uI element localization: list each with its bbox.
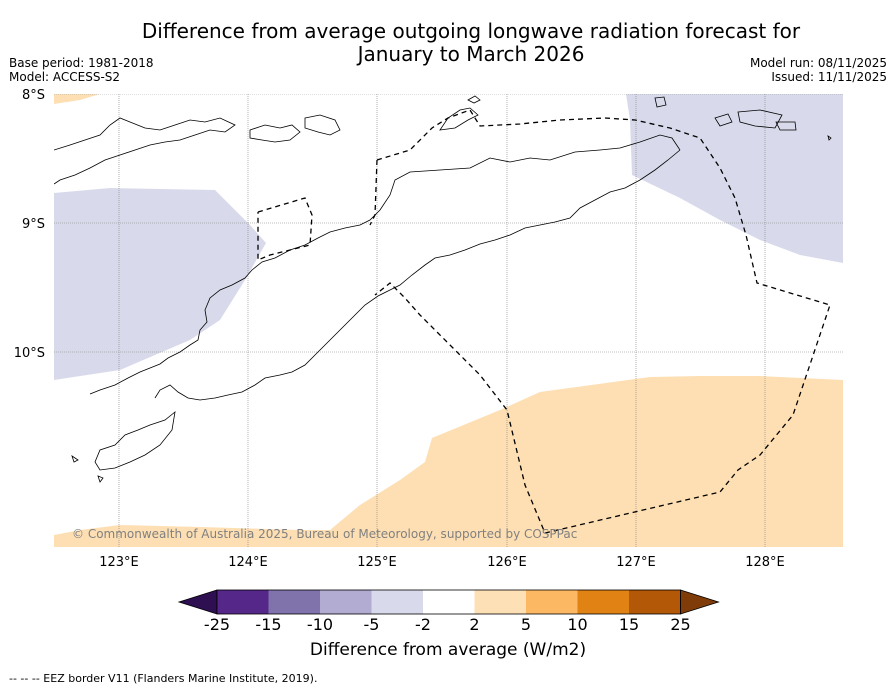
lon-label-127e: 127°E — [616, 555, 656, 570]
coastline-kisar — [467, 95, 481, 104]
colorbar-tick-label: -15 — [255, 615, 281, 634]
coastline-rote — [154, 384, 201, 401]
coastlines — [54, 95, 832, 483]
coastline-island-southwest — [94, 411, 176, 471]
colorbar-segment — [217, 590, 269, 614]
colorbar-segment — [320, 590, 372, 614]
colorbar: -25 -15 -10 -5 -2 2 5 10 15 25 — [177, 589, 720, 634]
coastline-island-ne-3 — [737, 109, 783, 129]
eez-line-oecusse — [257, 197, 313, 261]
title-line-2: January to March 2026 — [357, 42, 585, 66]
model-name: Model: ACCESS-S2 — [9, 70, 121, 84]
colorbar-segment — [423, 590, 475, 614]
colorbar-label: Difference from average (W/m2) — [309, 640, 587, 660]
map-area: © Commonwealth of Australia 2025, Bureau… — [54, 94, 843, 547]
issued-date: Issued: 11/11/2025 — [771, 70, 887, 84]
eez-line-enclave — [369, 159, 378, 226]
colorbar-tick-label: -2 — [415, 615, 431, 634]
colorbar-tick-label: -25 — [204, 615, 230, 634]
eez-border — [257, 109, 831, 534]
coastline-wetar — [439, 107, 479, 131]
colorbar-extend-low — [177, 589, 218, 615]
coastline-solor — [304, 114, 341, 136]
colorbar-segment — [474, 590, 526, 614]
lat-label-10s: 10°S — [14, 346, 45, 361]
lon-label-124e: 124°E — [228, 555, 268, 570]
eez-legend-note: -- -- -- EEZ border V11 (Flanders Marine… — [9, 672, 318, 685]
colorbar-segment — [268, 590, 320, 614]
colorbar-outline — [216, 589, 681, 615]
colorbar-segment — [629, 590, 681, 614]
gridlines — [54, 94, 843, 547]
lat-label-8s: 8°S — [22, 88, 45, 103]
coastline-timor — [89, 134, 681, 395]
colorbar-extend-high — [680, 589, 720, 615]
colorbar-tick-label: -5 — [364, 615, 380, 634]
coastline-small-isle-2 — [97, 475, 104, 483]
positive-anomaly-northwest-corner — [54, 94, 100, 104]
model-run: Model run: 08/11/2025 — [749, 56, 887, 70]
colorbar-segment — [371, 590, 423, 614]
coastline-island-ne-5 — [827, 135, 832, 141]
coastline-timor-south — [199, 149, 681, 401]
coastline-alor — [249, 124, 301, 143]
negative-anomaly-west — [54, 188, 266, 380]
coastline-small-isle — [71, 455, 79, 463]
colorbar-tick-label: 25 — [670, 615, 690, 634]
base-period: Base period: 1981-2018 — [9, 56, 154, 70]
copyright-text: © Commonwealth of Australia 2025, Bureau… — [72, 527, 577, 541]
colorbar-tick-label: 10 — [567, 615, 587, 634]
colorbar-segment — [526, 590, 578, 614]
title-line-1: Difference from average outgoing longwav… — [141, 19, 801, 43]
colorbar-tick-label: 15 — [619, 615, 639, 634]
coastline-island-ne-2 — [714, 113, 733, 127]
coastline-flores-east — [54, 117, 236, 185]
lon-label-128e: 128°E — [745, 555, 785, 570]
colorbar-tick-label: 5 — [521, 615, 531, 634]
lon-label-125e: 125°E — [357, 555, 397, 570]
meta-left: Base period: 1981-2018 Model: ACCESS-S2 — [9, 56, 154, 84]
positive-anomaly-south — [54, 376, 843, 547]
lon-label-126e: 126°E — [487, 555, 527, 570]
coastline-island-ne-4 — [775, 121, 797, 131]
lon-label-123e: 123°E — [99, 555, 139, 570]
colorbar-tick-label: -10 — [307, 615, 333, 634]
negative-anomaly-northeast — [626, 94, 843, 263]
colorbar-tick-label: 2 — [469, 615, 479, 634]
colorbar-segment — [577, 590, 629, 614]
lat-label-9s: 9°S — [22, 217, 45, 232]
meta-right: Model run: 08/11/2025 Issued: 11/11/2025 — [750, 56, 887, 84]
coastline-island-ne-1 — [654, 96, 667, 108]
chart-title: Difference from average outgoing longwav… — [50, 20, 892, 66]
